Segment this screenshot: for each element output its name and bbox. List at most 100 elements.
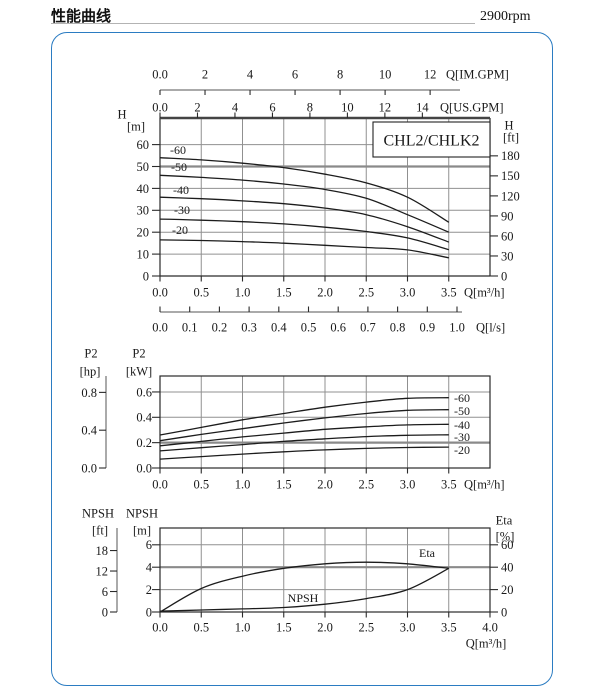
h-m-tick-label: 60 — [137, 138, 150, 152]
m3h-tick-label: 1.5 — [276, 285, 292, 299]
im-gpm-tick-label: 8 — [337, 67, 343, 81]
m3h-tick-label: 2.0 — [317, 285, 333, 299]
page-title: 性能曲线 — [51, 8, 112, 25]
head-curve-label--60: -60 — [170, 143, 186, 157]
im-gpm-tick-label: 12 — [424, 67, 437, 81]
h-m-axis-unit: [m] — [127, 119, 145, 133]
im-gpm-axis-label: Q[IM.GPM] — [446, 67, 509, 81]
npsh-ft-tick-label: 18 — [96, 544, 109, 558]
m3h-tick-label: 4.0 — [482, 620, 498, 634]
m3h-tick-label: 0.0 — [152, 285, 168, 299]
m3h-tick-label: 1.5 — [276, 620, 292, 634]
head-curve-label--40: -40 — [173, 183, 189, 197]
m3h-tick-label: 2.5 — [358, 620, 374, 634]
power-curve-label--60: -60 — [454, 391, 470, 405]
eta-tick-label: 60 — [501, 538, 514, 552]
power-curve-label--40: -40 — [454, 418, 470, 432]
head-curve--40 — [159, 196, 450, 243]
npsh-m-tick-label: 4 — [146, 561, 153, 575]
p2-hp-tick-label: 0.4 — [81, 424, 97, 438]
h-ft-tick-label: 0 — [501, 269, 507, 283]
h-ft-tick-label: 120 — [501, 189, 520, 203]
m3h-tick-label: 1.0 — [235, 477, 251, 491]
npsh-ft-axis-label: NPSH — [82, 506, 114, 520]
p2-kw-tick-label: 0.0 — [136, 461, 152, 475]
p2-kw-axis-label: P2 — [132, 346, 145, 360]
head-curve--30 — [159, 218, 449, 251]
npsh-ft-tick-label: 6 — [102, 585, 108, 599]
h-m-tick-label: 30 — [137, 204, 150, 218]
head-curve-label--20: -20 — [172, 223, 188, 237]
power-curve-label--20: -20 — [454, 443, 470, 457]
head-curve-label--30: -30 — [174, 203, 190, 217]
m3h-tick-label: 2.0 — [317, 477, 333, 491]
m3h-tick-label: 3.0 — [400, 620, 416, 634]
npsh-m-tick-label: 6 — [146, 538, 152, 552]
ls-tick-label: 0.5 — [301, 320, 317, 334]
h-ft-tick-label: 150 — [501, 169, 520, 183]
model-box — [372, 121, 491, 158]
h-m-tick-label: 0 — [143, 269, 149, 283]
p2-hp-tick-label: 0.0 — [81, 461, 97, 475]
power-curve-label--50: -50 — [454, 404, 470, 418]
p2-kw-tick-label: 0.2 — [136, 436, 152, 450]
us-gpm-tick-label: 8 — [307, 100, 313, 114]
title-underline — [51, 23, 475, 24]
blue-border-frame — [51, 32, 553, 686]
h-ft-tick-label: 180 — [501, 149, 520, 163]
m3h-tick-label: 3.5 — [441, 285, 457, 299]
m3h-tick-label: 1.0 — [235, 620, 251, 634]
power-curve--50 — [159, 409, 449, 442]
m3h-tick-label: 0.5 — [193, 477, 209, 491]
ls-tick-label: 0.0 — [152, 320, 168, 334]
us-gpm-tick-label: 4 — [232, 100, 239, 114]
ls-axis-label: Q[l/s] — [476, 320, 505, 334]
eta-tick-label: 40 — [501, 561, 514, 575]
h-m-tick-label: 40 — [137, 182, 150, 196]
p2-hp-axis-label: P2 — [84, 346, 97, 360]
ls-tick-label: 0.9 — [419, 320, 435, 334]
eta-tick-label: 0 — [501, 605, 507, 619]
head-curve-label--50: -50 — [171, 160, 187, 174]
power-curve-label--30: -30 — [454, 430, 470, 444]
us-gpm-axis-label: Q[US.GPM] — [440, 100, 504, 114]
im-gpm-tick-label: 10 — [379, 67, 392, 81]
m3h-tick-label: 3.0 — [400, 477, 416, 491]
m3h-tick-label: 2.0 — [317, 620, 333, 634]
ls-tick-label: 0.3 — [241, 320, 257, 334]
h-ft-axis-unit: [ft] — [503, 130, 519, 144]
m3h-tick-label: 2.5 — [358, 477, 374, 491]
m3h-tick-label: 1.5 — [276, 477, 292, 491]
model-box-label: CHL2/CHLK2 — [384, 133, 480, 150]
npsh-ft-tick-label: 12 — [96, 564, 109, 578]
m3h-tick-label: 3.5 — [441, 620, 457, 634]
h-m-tick-label: 20 — [137, 226, 150, 240]
npsh-m-axis-label: NPSH — [126, 506, 158, 520]
us-gpm-tick-label: 2 — [194, 100, 200, 114]
p2-hp-axis-unit: [hp] — [80, 364, 101, 378]
m3h-axis-label: Q[m³/h] — [466, 636, 507, 650]
npsh-ft-tick-label: 0 — [102, 605, 108, 619]
h-m-tick-label: 50 — [137, 160, 150, 174]
eta-tick-label: 20 — [501, 583, 514, 597]
im-gpm-tick-label: 6 — [292, 67, 298, 81]
p2-kw-tick-label: 0.6 — [136, 385, 152, 399]
h-ft-tick-label: 90 — [501, 209, 514, 223]
m3h-axis-label: Q[m³/h] — [464, 285, 505, 299]
us-gpm-tick-label: 12 — [379, 100, 392, 114]
m3h-tick-label: 0.0 — [152, 620, 168, 634]
npsh-m-tick-label: 0 — [146, 605, 152, 619]
us-gpm-tick-label: 0.0 — [152, 100, 168, 114]
m3h-tick-label: 0.0 — [152, 477, 168, 491]
m3h-tick-label: 0.5 — [193, 285, 209, 299]
head-curve--50 — [159, 174, 450, 233]
eta-axis-label: Eta — [496, 513, 513, 527]
ls-tick-label: 0.8 — [390, 320, 406, 334]
im-gpm-tick-label: 4 — [247, 67, 254, 81]
curve-npsh — [159, 567, 450, 612]
m3h-tick-label: 2.5 — [358, 285, 374, 299]
m3h-tick-label: 3.0 — [400, 285, 416, 299]
m3h-tick-label: 0.5 — [193, 620, 209, 634]
